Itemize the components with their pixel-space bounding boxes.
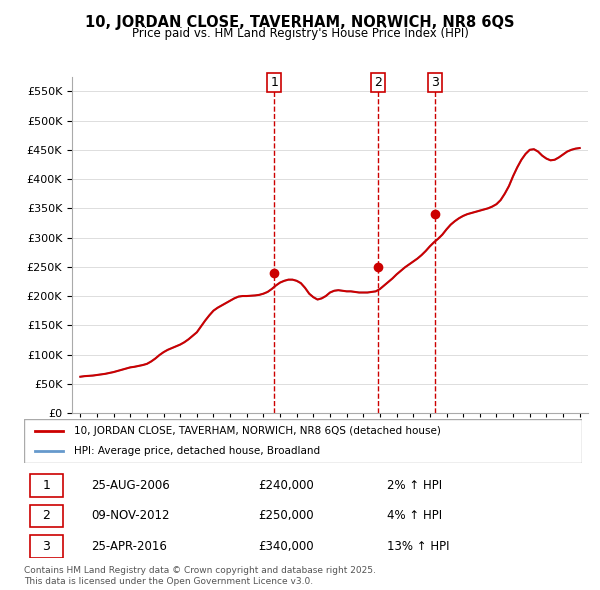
Text: 4% ↑ HPI: 4% ↑ HPI [387, 509, 442, 522]
Text: 3: 3 [43, 540, 50, 553]
Text: 25-APR-2016: 25-APR-2016 [91, 540, 167, 553]
Text: Price paid vs. HM Land Registry's House Price Index (HPI): Price paid vs. HM Land Registry's House … [131, 27, 469, 40]
Text: 10, JORDAN CLOSE, TAVERHAM, NORWICH, NR8 6QS (detached house): 10, JORDAN CLOSE, TAVERHAM, NORWICH, NR8… [74, 427, 441, 436]
Text: £340,000: £340,000 [259, 540, 314, 553]
FancyBboxPatch shape [29, 504, 63, 527]
FancyBboxPatch shape [24, 419, 582, 463]
Text: 3: 3 [431, 76, 439, 89]
Text: 09-NOV-2012: 09-NOV-2012 [91, 509, 169, 522]
Text: HPI: Average price, detached house, Broadland: HPI: Average price, detached house, Broa… [74, 446, 320, 455]
Text: 2% ↑ HPI: 2% ↑ HPI [387, 479, 442, 492]
Text: £250,000: £250,000 [259, 509, 314, 522]
Text: 10, JORDAN CLOSE, TAVERHAM, NORWICH, NR8 6QS: 10, JORDAN CLOSE, TAVERHAM, NORWICH, NR8… [85, 15, 515, 30]
Text: Contains HM Land Registry data © Crown copyright and database right 2025.
This d: Contains HM Land Registry data © Crown c… [24, 566, 376, 586]
Text: 1: 1 [43, 479, 50, 492]
Text: 2: 2 [43, 509, 50, 522]
Text: £240,000: £240,000 [259, 479, 314, 492]
FancyBboxPatch shape [29, 474, 63, 497]
Text: 25-AUG-2006: 25-AUG-2006 [91, 479, 170, 492]
FancyBboxPatch shape [29, 535, 63, 558]
Text: 2: 2 [374, 76, 382, 89]
Text: 1: 1 [271, 76, 278, 89]
Text: 13% ↑ HPI: 13% ↑ HPI [387, 540, 449, 553]
